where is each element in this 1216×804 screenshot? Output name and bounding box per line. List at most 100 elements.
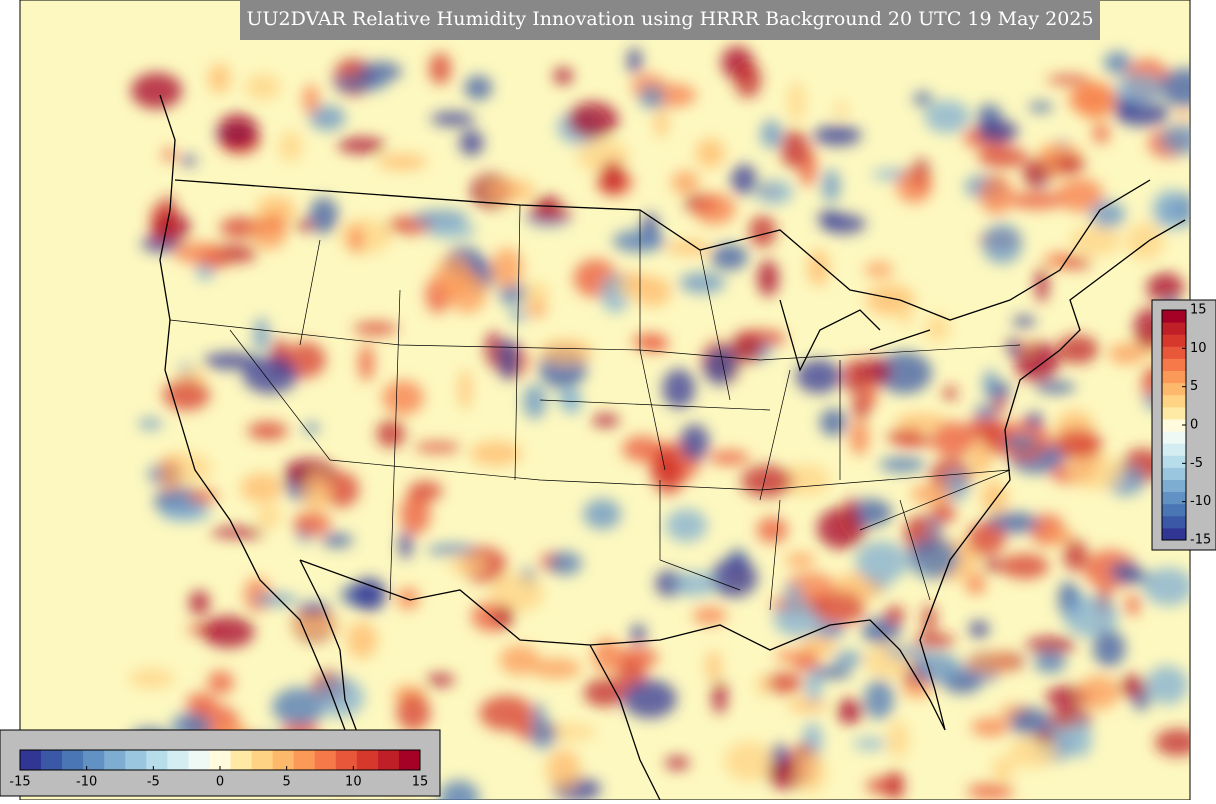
field-blob xyxy=(539,339,593,365)
field-blob xyxy=(531,658,582,679)
field-blob xyxy=(426,544,480,556)
field-blob xyxy=(1002,434,1038,449)
colorbar-band xyxy=(146,750,168,770)
field-blob xyxy=(210,526,266,538)
field-blob xyxy=(1028,101,1054,113)
field-blob xyxy=(976,119,1019,143)
field-blob xyxy=(1092,123,1110,144)
colorbar-band xyxy=(125,750,147,770)
field-blob xyxy=(396,586,420,610)
field-blob xyxy=(600,160,626,194)
field-blob xyxy=(622,679,677,719)
colorbar-tick-label: 15 xyxy=(1190,303,1207,318)
field-blob xyxy=(382,380,424,416)
field-blob xyxy=(163,147,176,162)
field-blob xyxy=(785,552,816,567)
west-coast xyxy=(159,94,361,771)
field-blob xyxy=(982,223,1023,264)
field-blob xyxy=(638,85,665,110)
field-blob xyxy=(1044,529,1075,544)
field-blob xyxy=(710,558,758,598)
field-blob xyxy=(1009,707,1051,737)
field-blob xyxy=(864,261,894,278)
field-blob xyxy=(413,209,469,226)
colorbar-tick-label: 10 xyxy=(1190,341,1207,356)
field-blob xyxy=(730,164,758,195)
field-blob xyxy=(695,138,726,168)
field-blob xyxy=(886,647,928,659)
colorbar-tick-label: 10 xyxy=(345,775,362,790)
field-blob xyxy=(439,780,480,800)
field-blob xyxy=(970,718,1010,737)
colorbar-band xyxy=(1162,431,1186,444)
colorbar-band xyxy=(356,750,379,770)
field-blob xyxy=(1063,596,1119,638)
field-blob xyxy=(202,616,255,648)
field-blob xyxy=(1035,380,1076,394)
field-blob xyxy=(679,272,726,294)
field-blob xyxy=(895,413,947,431)
field-blob xyxy=(965,573,987,595)
field-blob xyxy=(773,601,826,637)
field-blob xyxy=(1146,272,1184,303)
field-blob xyxy=(665,508,708,543)
field-blob xyxy=(775,649,798,663)
field-blob xyxy=(639,339,669,352)
field-blob xyxy=(702,345,739,386)
field-blob xyxy=(490,247,524,289)
field-blob xyxy=(496,338,521,380)
field-blob xyxy=(250,211,288,250)
us-canada-border xyxy=(174,179,1151,321)
field-blob xyxy=(931,502,956,524)
colorbar-band xyxy=(1162,443,1186,456)
field-blob xyxy=(708,450,750,466)
field-blob xyxy=(692,606,727,625)
field-blob xyxy=(352,577,387,612)
field-blob xyxy=(583,498,622,530)
field-blob xyxy=(1035,267,1049,303)
colorbar-band xyxy=(377,750,400,770)
colorbar-band xyxy=(1162,515,1186,529)
colorbar-tick-label: -10 xyxy=(1190,494,1211,509)
colorbar-band xyxy=(398,750,421,770)
field-blob xyxy=(1077,675,1120,710)
field-blob xyxy=(1154,728,1190,756)
field-blob xyxy=(519,281,550,306)
field-blob xyxy=(1000,553,1049,579)
field-blob xyxy=(812,125,862,146)
field-blob xyxy=(910,484,952,505)
colorbar-band xyxy=(104,750,126,770)
field-blob xyxy=(673,571,716,597)
colorbar-tick-label: -10 xyxy=(76,775,97,790)
boundaries xyxy=(159,94,1186,800)
field-blob xyxy=(924,314,951,342)
colorbar-tick-label: 15 xyxy=(412,775,429,790)
field-blob xyxy=(817,210,843,224)
field-blob xyxy=(616,280,648,298)
colorbar-band xyxy=(20,750,42,770)
field-blob xyxy=(256,196,271,218)
colorbar-tick-label: 5 xyxy=(1190,379,1198,394)
field-blob xyxy=(253,317,270,353)
field-blob xyxy=(1012,315,1036,328)
field-blob xyxy=(240,472,284,503)
field-blob xyxy=(346,621,378,659)
field-blob xyxy=(654,108,668,138)
field-blob xyxy=(912,652,962,684)
field-blob xyxy=(1068,720,1092,758)
field-blob xyxy=(943,386,958,401)
field-blob xyxy=(548,551,582,576)
field-blob xyxy=(627,47,642,75)
field-blob xyxy=(896,168,933,204)
field-blob xyxy=(256,504,282,528)
field-blob xyxy=(309,105,346,131)
field-blob xyxy=(196,263,214,281)
field-blob xyxy=(1063,539,1088,572)
field-blob xyxy=(1006,338,1021,356)
field-blob xyxy=(813,665,853,679)
field-blob xyxy=(780,129,809,169)
colorbar-tick-label: -5 xyxy=(1190,456,1203,471)
field-blob xyxy=(749,215,777,248)
field-blob xyxy=(853,737,887,750)
